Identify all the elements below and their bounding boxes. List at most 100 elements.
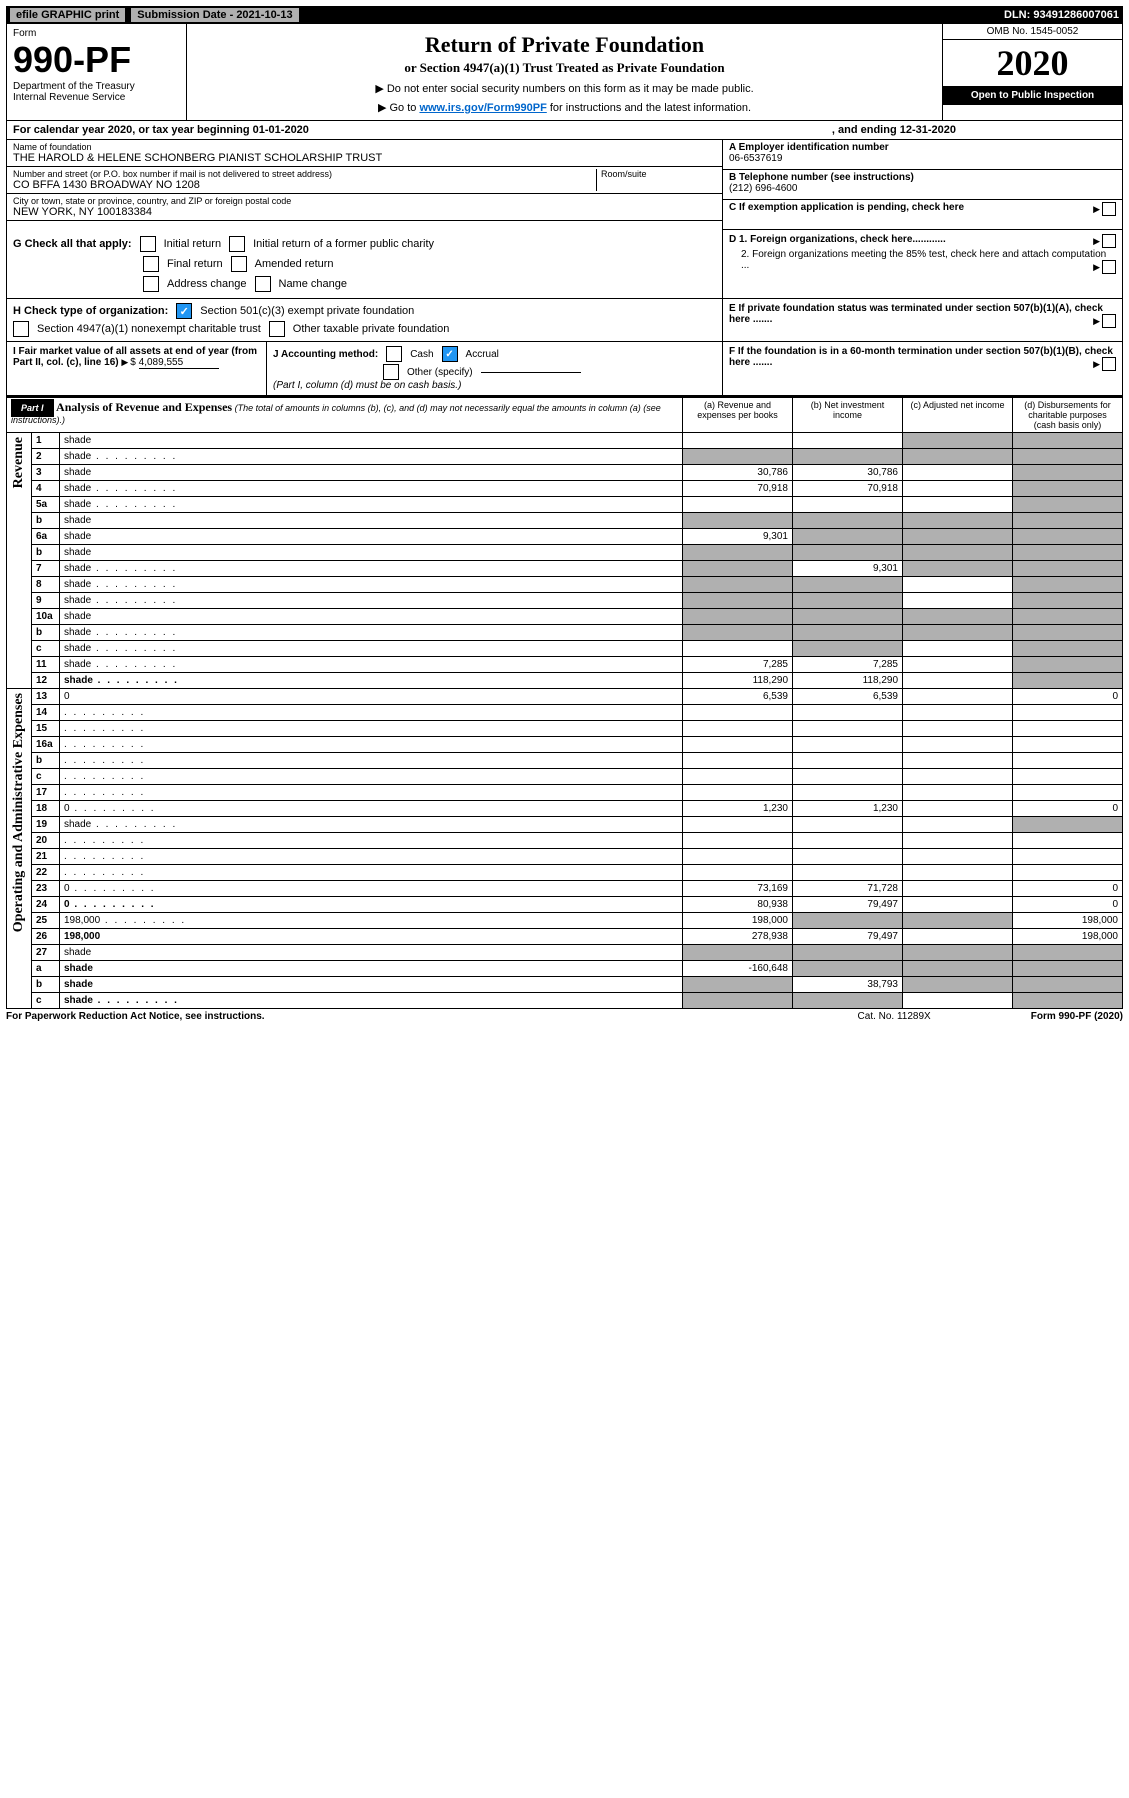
row-num: 4	[32, 481, 60, 497]
g-final-return[interactable]	[143, 256, 159, 272]
form-subtitle: or Section 4947(a)(1) Trust Treated as P…	[193, 60, 936, 76]
d2-label: 2. Foreign organizations meeting the 85%…	[741, 249, 1106, 271]
row-desc: shade	[60, 945, 683, 961]
open-public: Open to Public Inspection	[943, 86, 1122, 105]
h-4947-checkbox[interactable]	[13, 321, 29, 337]
d1-checkbox[interactable]	[1102, 234, 1116, 248]
h-501c3-checkbox[interactable]	[176, 303, 192, 319]
g-amended[interactable]	[231, 256, 247, 272]
shaded-cell	[1013, 673, 1123, 689]
row-num: 18	[32, 801, 60, 817]
table-row: 22	[7, 865, 1123, 881]
g-initial-former[interactable]	[229, 236, 245, 252]
table-row: Revenue1shade	[7, 433, 1123, 449]
row-desc: shade	[60, 577, 683, 593]
shaded-cell	[683, 449, 793, 465]
c-checkbox[interactable]	[1102, 202, 1116, 216]
tax-year: 2020	[943, 40, 1122, 86]
phone-cell: B Telephone number (see instructions) (2…	[723, 170, 1122, 200]
efile-label[interactable]: efile GRAPHIC print	[10, 8, 125, 22]
j-accrual-checkbox[interactable]	[442, 346, 458, 362]
amount-cell: 38,793	[793, 977, 903, 993]
header-left: Form 990-PF Department of the Treasury I…	[7, 24, 187, 120]
row-num: b	[32, 753, 60, 769]
amount-cell	[793, 865, 903, 881]
d2-checkbox[interactable]	[1102, 260, 1116, 274]
shaded-cell	[1013, 577, 1123, 593]
row-num: 14	[32, 705, 60, 721]
e-checkbox[interactable]	[1102, 314, 1116, 328]
amount-cell	[903, 577, 1013, 593]
c-label: C If exemption application is pending, c…	[729, 202, 964, 213]
row-desc: 198,000	[60, 913, 683, 929]
row-num: 11	[32, 657, 60, 673]
amount-cell	[683, 737, 793, 753]
section-h-row: H Check type of organization: Section 50…	[6, 299, 1123, 342]
amount-cell	[903, 481, 1013, 497]
instr-1: ▶ Do not enter social security numbers o…	[193, 82, 936, 95]
irs-label: Internal Revenue Service	[13, 92, 180, 103]
e-label: E If private foundation status was termi…	[729, 303, 1103, 325]
table-row: 25198,000198,000198,000	[7, 913, 1123, 929]
g-opt-1: Initial return of a former public charit…	[253, 238, 434, 250]
j-note: (Part I, column (d) must be on cash basi…	[273, 380, 716, 391]
table-row: b	[7, 753, 1123, 769]
g-address-change[interactable]	[143, 276, 159, 292]
amount-cell: 1,230	[793, 801, 903, 817]
amount-cell	[903, 769, 1013, 785]
row-desc: shade	[60, 481, 683, 497]
table-row: 16a	[7, 737, 1123, 753]
header-mid: Return of Private Foundation or Section …	[187, 24, 942, 120]
table-row: 27shade	[7, 945, 1123, 961]
shaded-cell	[683, 545, 793, 561]
j-other-checkbox[interactable]	[383, 364, 399, 380]
city-cell: City or town, state or province, country…	[7, 194, 722, 221]
table-row: 9shade	[7, 593, 1123, 609]
instr2-post: for instructions and the latest informat…	[550, 102, 751, 114]
shaded-cell	[683, 513, 793, 529]
amount-cell: 6,539	[683, 689, 793, 705]
table-row: bshade38,793	[7, 977, 1123, 993]
j-cash-checkbox[interactable]	[386, 346, 402, 362]
name-label: Name of foundation	[13, 142, 716, 152]
dln-number: DLN: 93491286007061	[1004, 9, 1119, 21]
shaded-cell	[1013, 641, 1123, 657]
g-initial-return[interactable]	[140, 236, 156, 252]
row-num: 8	[32, 577, 60, 593]
table-row: 4shade70,91870,918	[7, 481, 1123, 497]
h-other-checkbox[interactable]	[269, 321, 285, 337]
g-name-change[interactable]	[255, 276, 271, 292]
row-desc	[60, 721, 683, 737]
row-desc: shade	[60, 977, 683, 993]
amount-cell	[1013, 737, 1123, 753]
amount-cell: 7,285	[683, 657, 793, 673]
row-num: 10a	[32, 609, 60, 625]
g-opt-3: Amended return	[255, 258, 334, 270]
amount-cell: 9,301	[683, 529, 793, 545]
shaded-cell	[1013, 609, 1123, 625]
amount-cell: 7,285	[793, 657, 903, 673]
amount-cell	[1013, 833, 1123, 849]
shaded-cell	[1013, 593, 1123, 609]
j-accrual: Accrual	[466, 349, 499, 360]
f-label: F If the foundation is in a 60-month ter…	[729, 346, 1113, 368]
row-num: 24	[32, 897, 60, 913]
c-cell: C If exemption application is pending, c…	[723, 200, 1122, 230]
section-ij-row: I Fair market value of all assets at end…	[6, 342, 1123, 397]
amount-cell	[903, 657, 1013, 673]
ein-value: 06-6537619	[729, 153, 1116, 164]
amount-cell	[683, 497, 793, 513]
f-checkbox[interactable]	[1102, 357, 1116, 371]
amount-cell	[683, 641, 793, 657]
table-row: bshade	[7, 513, 1123, 529]
amount-cell	[793, 433, 903, 449]
irs-link[interactable]: www.irs.gov/Form990PF	[419, 102, 546, 114]
row-desc: shade	[60, 465, 683, 481]
row-desc	[60, 849, 683, 865]
shaded-cell	[793, 961, 903, 977]
row-desc	[60, 865, 683, 881]
shaded-cell	[1013, 561, 1123, 577]
row-num: 15	[32, 721, 60, 737]
amount-cell	[903, 593, 1013, 609]
col-b-header: (b) Net investment income	[793, 398, 903, 433]
